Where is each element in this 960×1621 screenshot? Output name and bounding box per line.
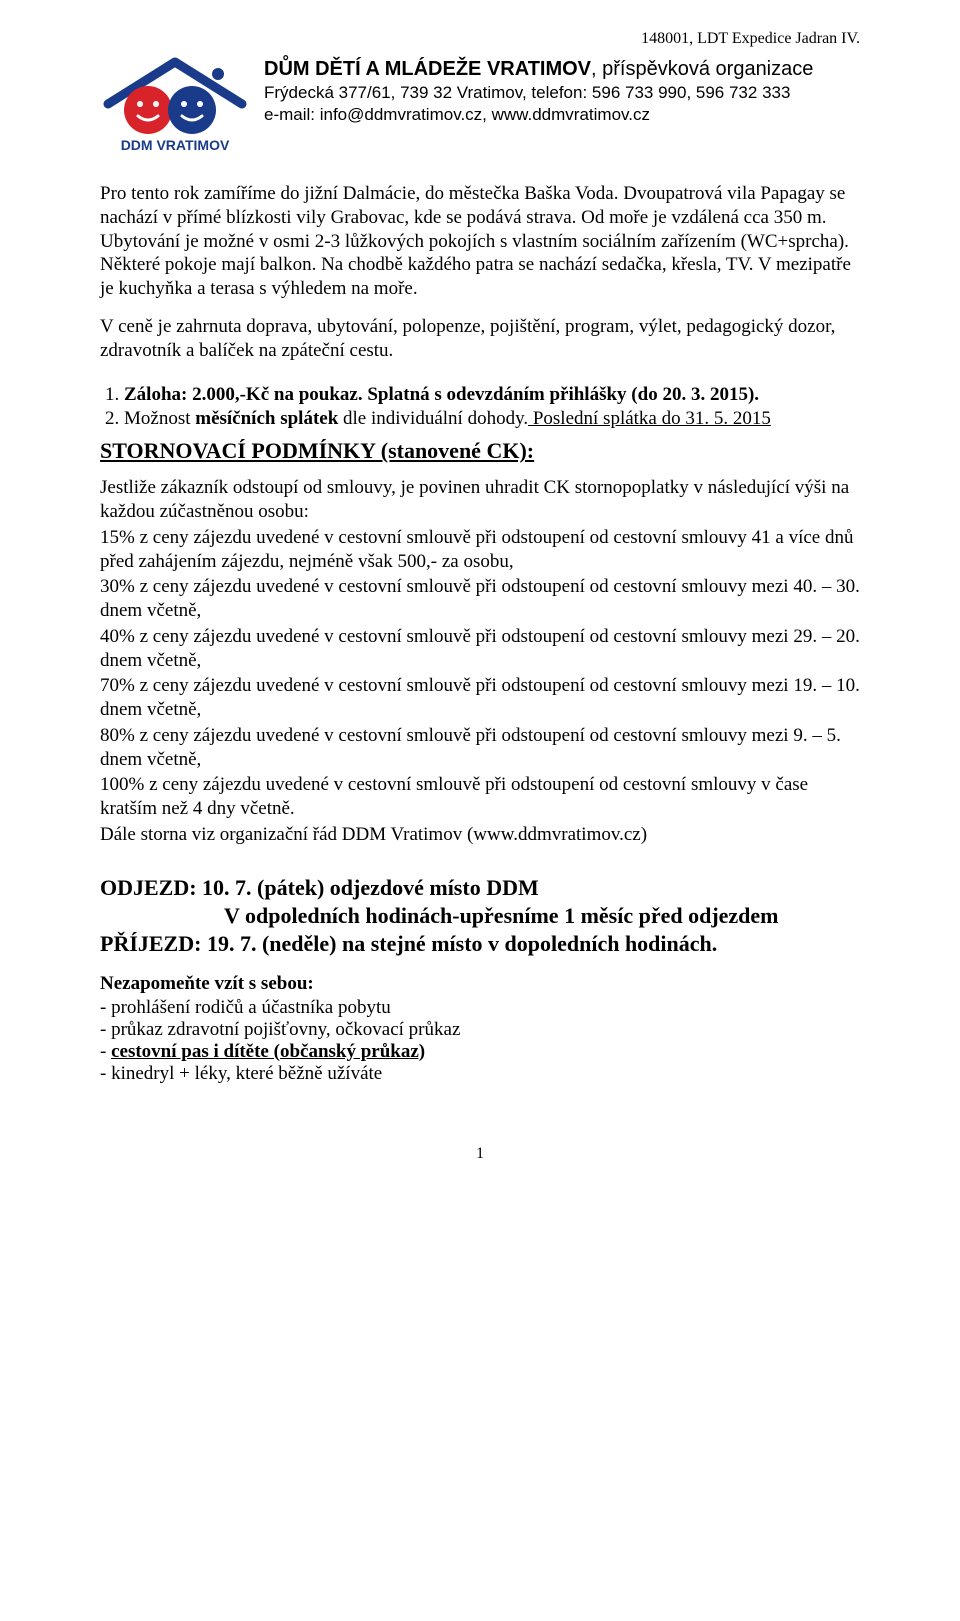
storno-outro: Dále storna viz organizační řád DDM Vrat… — [100, 823, 860, 847]
prijezd-line: PŘÍJEZD: 19. 7. (neděle) na stejné místo… — [100, 931, 860, 957]
payment-list: Záloha: 2.000,-Kč na poukaz. Splatná s o… — [100, 384, 860, 430]
storno-cond-3: 40% z ceny zájezdu uvedené v cestovní sm… — [100, 625, 860, 673]
storno-cond-6: 100% z ceny zájezdu uvedené v cestovní s… — [100, 773, 860, 821]
storno-cond-5: 80% z ceny zájezdu uvedené v cestovní sm… — [100, 724, 860, 772]
intro-paragraph-2: V ceně je zahrnuta doprava, ubytování, p… — [100, 315, 860, 363]
storno-cond-2: 30% z ceny zájezdu uvedené v cestovní sm… — [100, 575, 860, 623]
page-number: 1 — [100, 1145, 860, 1163]
storno-cond-4: 70% z ceny zájezdu uvedené v cestovní sm… — [100, 674, 860, 722]
intro-paragraph-1: Pro tento rok zamíříme do jižní Dalmácie… — [100, 182, 860, 301]
storno-intro: Jestliže zákazník odstoupí od smlouvy, j… — [100, 476, 860, 524]
bring-item-2: průkaz zdravotní pojišťovny, očkovací pr… — [100, 1019, 860, 1041]
payment-item-2: Možnost měsíčních splátek dle individuál… — [124, 408, 860, 430]
bring-item-1: prohlášení rodičů a účastníka pobytu — [100, 997, 860, 1019]
bring-item-3: cestovní pas i dítěte (občanský průkaz) — [100, 1041, 860, 1063]
svg-text:DDM VRATIMOV: DDM VRATIMOV — [121, 137, 230, 153]
odjezd-line: ODJEZD: 10. 7. (pátek) odjezdové místo D… — [100, 875, 860, 901]
org-logo: DDM VRATIMOV — [100, 54, 250, 154]
letterhead: DDM VRATIMOV DŮM DĚTÍ A MLÁDEŽE VRATIMOV… — [100, 54, 860, 154]
odjezd-note: V odpoledních hodinách-upřesníme 1 měsíc… — [100, 903, 860, 929]
org-address: Frýdecká 377/61, 739 32 Vratimov, telefo… — [264, 83, 860, 103]
storno-cond-1: 15% z ceny zájezdu uvedené v cestovní sm… — [100, 526, 860, 574]
bring-list: prohlášení rodičů a účastníka pobytu prů… — [100, 997, 860, 1085]
payment-item-1: Záloha: 2.000,-Kč na poukaz. Splatná s o… — [124, 384, 860, 406]
org-name: DŮM DĚTÍ A MLÁDEŽE VRATIMOV, příspěvková… — [264, 58, 860, 81]
bring-title: Nezapomeňte vzít s sebou: — [100, 973, 860, 995]
bring-item-4: kinedryl + léky, které běžně užíváte — [100, 1063, 860, 1085]
org-contact: e-mail: info@ddmvratimov.cz, www.ddmvrat… — [264, 105, 860, 125]
storno-heading: STORNOVACÍ PODMÍNKY (stanovené CK): — [100, 438, 860, 464]
document-ref: 148001, LDT Expedice Jadran IV. — [100, 30, 860, 48]
